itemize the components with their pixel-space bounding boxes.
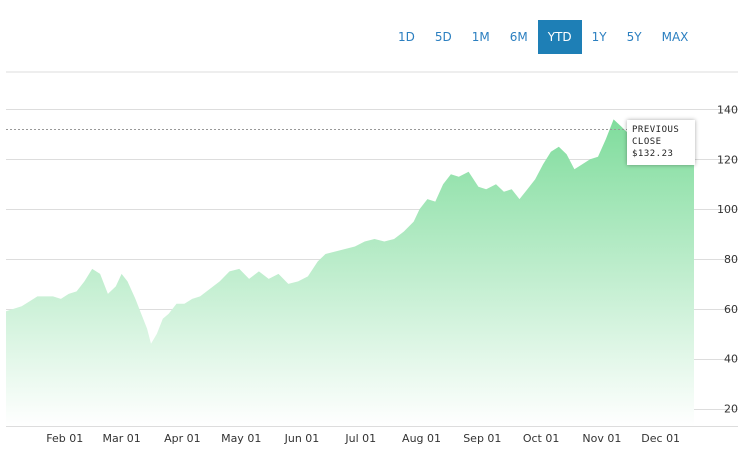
y-axis: 20 40 60 80 100 120 140 [717, 103, 738, 415]
range-button-5y[interactable]: 5Y [626, 30, 642, 44]
previous-close-value: $132.23 [632, 149, 674, 159]
x-axis: Feb 01 Mar 01 Apr 01 May 01 Jun 01 Jul 01 Aug … [46, 432, 680, 445]
range-button-1m[interactable]: 1M [471, 30, 490, 44]
x-tick-label: Jul 01 [344, 432, 376, 445]
x-tick-label: Oct 01 [523, 432, 560, 445]
x-tick-label: Apr 01 [164, 432, 201, 445]
range-button-1y[interactable]: 1Y [591, 30, 607, 44]
range-button-1d[interactable]: 1D [398, 30, 415, 44]
previous-close-line1: PREVIOUS [632, 125, 680, 135]
range-button-max[interactable]: MAX [661, 30, 689, 44]
previous-close-line2: CLOSE [632, 137, 662, 147]
x-tick-label: Nov 01 [582, 432, 621, 445]
x-tick-label: May 01 [221, 432, 261, 445]
range-selector: 1D 5D 1M 6M YTD 1Y 5Y MAX [388, 20, 698, 54]
x-tick-label: Sep 01 [463, 432, 501, 445]
range-button-6m[interactable]: 6M [509, 30, 528, 44]
y-tick-label: 60 [724, 303, 738, 316]
y-tick-label: 40 [724, 353, 738, 366]
range-button-ytd[interactable]: YTD [537, 20, 582, 54]
y-tick-label: 20 [724, 403, 738, 416]
x-tick-label: Mar 01 [103, 432, 141, 445]
previous-close-label: PREVIOUS CLOSE $132.23 [627, 120, 695, 165]
range-button-5d[interactable]: 5D [434, 30, 452, 44]
price-area-path [6, 119, 694, 427]
x-tick-label: Aug 01 [402, 432, 441, 445]
y-tick-label: 100 [717, 203, 738, 216]
x-tick-label: Dec 01 [641, 432, 680, 445]
y-tick-label: 80 [724, 253, 738, 266]
y-tick-label: 120 [717, 153, 738, 166]
price-area [6, 119, 694, 427]
y-tick-label: 140 [717, 103, 738, 116]
x-tick-label: Jun 01 [284, 432, 320, 445]
x-tick-label: Feb 01 [46, 432, 83, 445]
